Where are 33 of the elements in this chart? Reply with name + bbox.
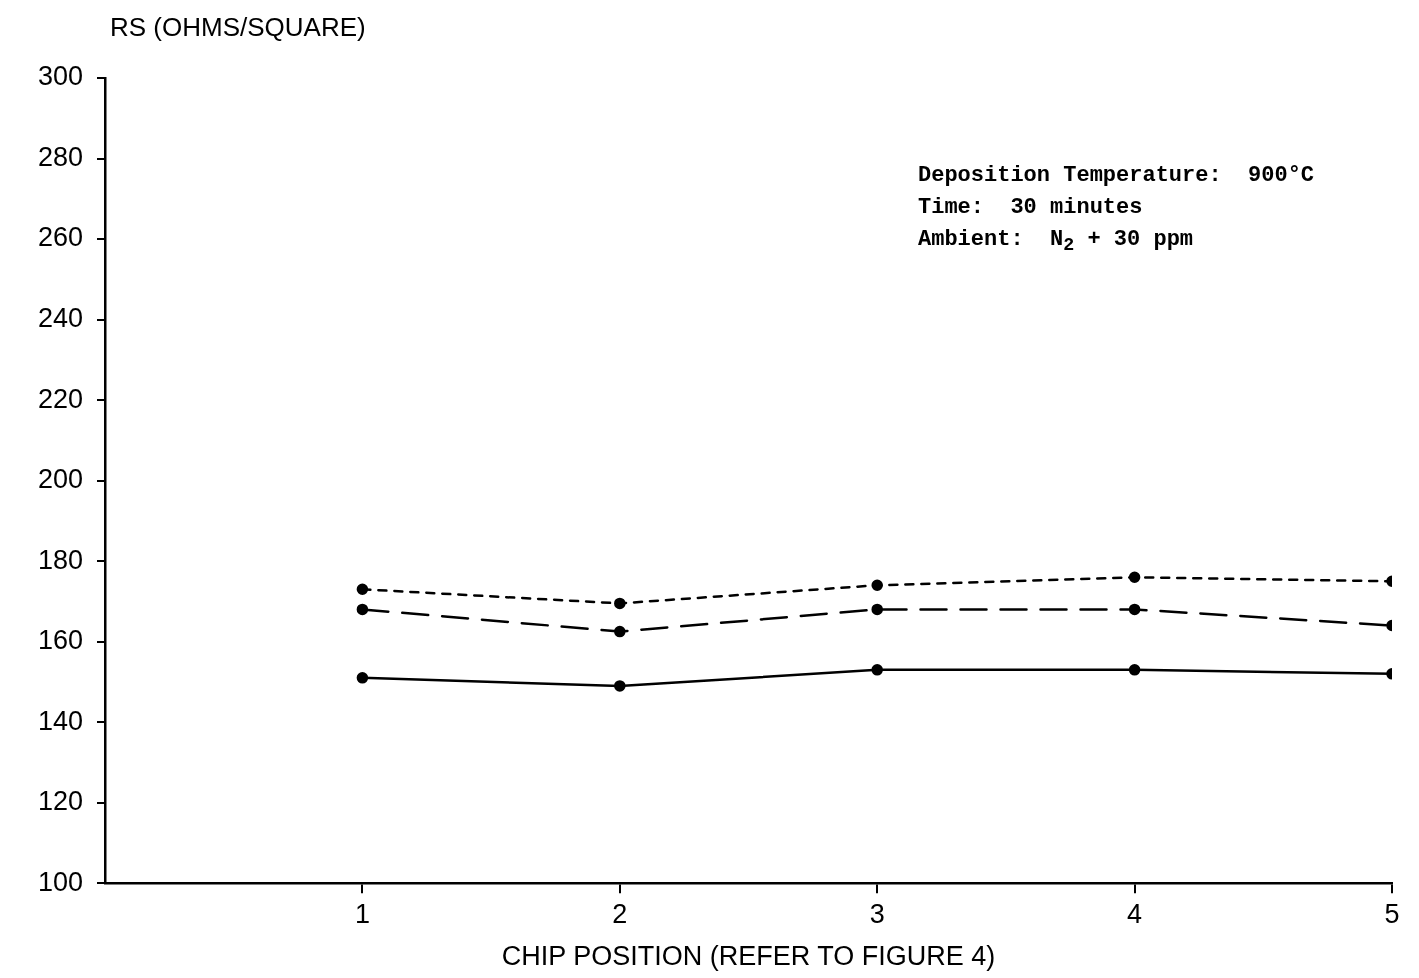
- point: [871, 579, 883, 592]
- x-tick-label: 2: [612, 898, 628, 929]
- annotation: Deposition Temperature: 900°C: [918, 162, 1315, 190]
- x-tick-label: 5: [1384, 898, 1400, 929]
- y-axis-title: RS (OHMS/SQUARE): [110, 12, 366, 42]
- point: [614, 597, 626, 610]
- y-tick-label: 160: [37, 625, 83, 656]
- y-tick-label: 120: [37, 786, 83, 817]
- point: [1128, 664, 1141, 676]
- x-tick-label: 1: [354, 898, 370, 929]
- x-tick-label: 4: [1127, 898, 1143, 929]
- point: [356, 583, 369, 596]
- y-tick-label: 260: [37, 222, 83, 253]
- annotation: Ambient: N$_{2}$ + 30 ppm: [918, 226, 1195, 259]
- point: [1128, 571, 1141, 583]
- annotation: Time: 30 minutes: [918, 194, 1144, 222]
- point: [356, 603, 369, 616]
- x-tick-label: 3: [869, 898, 885, 929]
- point: [356, 672, 369, 684]
- y-tick-label: 300: [37, 61, 83, 92]
- point: [1128, 603, 1141, 616]
- y-tick-label: 180: [37, 544, 83, 575]
- y-tick-label: 200: [37, 464, 83, 495]
- y-tick-label: 140: [37, 705, 83, 736]
- point: [614, 680, 626, 692]
- y-tick-label: 240: [37, 303, 83, 334]
- y-tick-label: 220: [37, 383, 83, 414]
- point: [614, 625, 626, 638]
- point: [871, 603, 883, 616]
- y-tick-label: 100: [37, 866, 83, 897]
- y-tick-label: 280: [37, 141, 83, 172]
- x-axis-title: CHIP POSITION (REFER TO FIGURE 4): [501, 941, 996, 972]
- point: [871, 664, 883, 676]
